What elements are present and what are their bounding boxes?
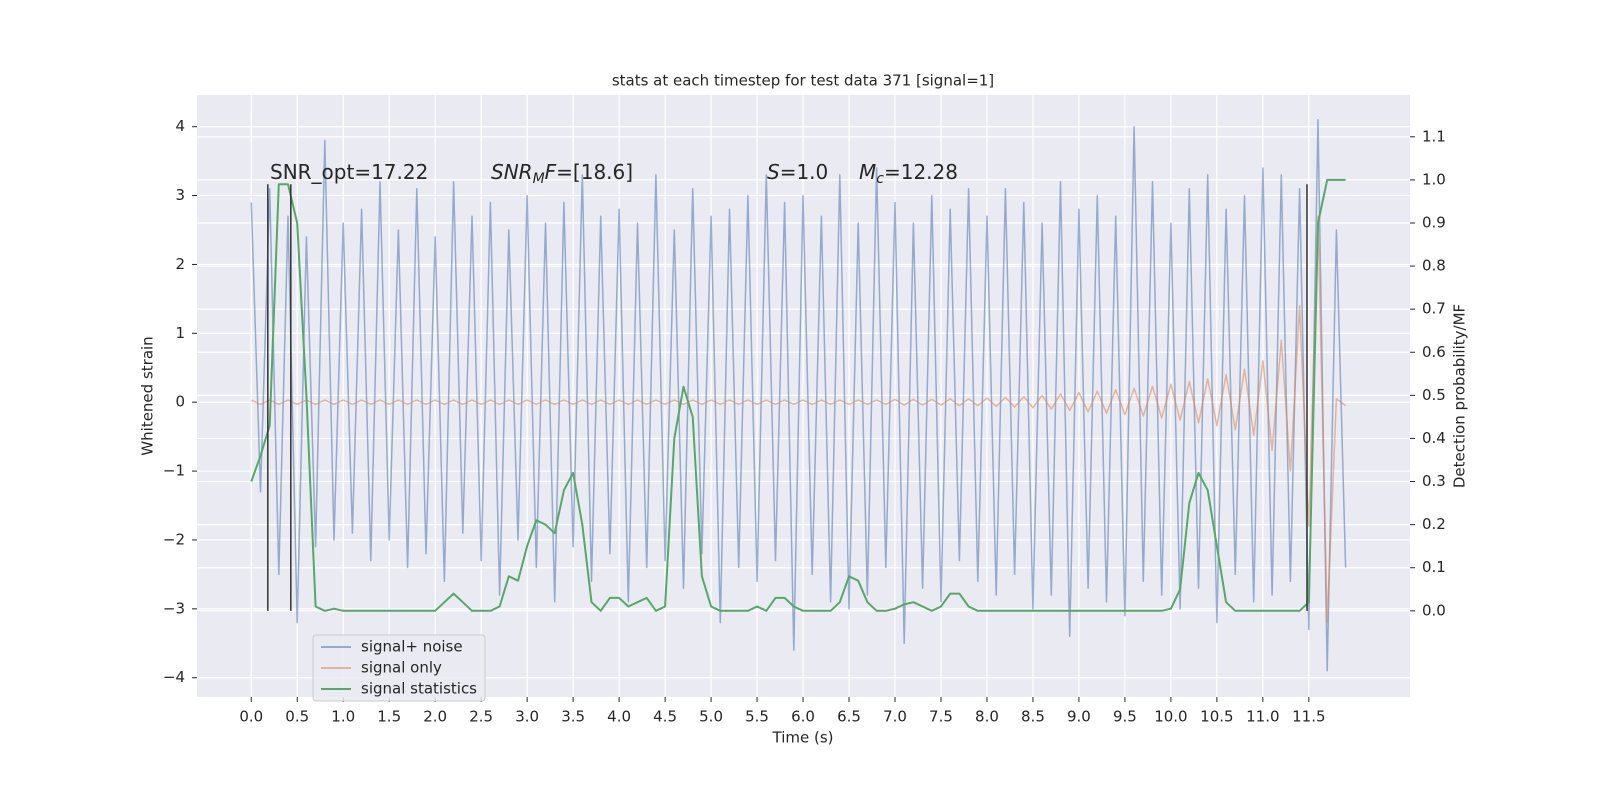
y2-tick-label: 0.9 (1422, 213, 1446, 231)
x-tick-label: 11.5 (1292, 708, 1325, 726)
x-tick-label: 11.0 (1246, 708, 1279, 726)
x-tick-label: 7.0 (883, 708, 907, 726)
annotation: SNR_opt=17.22 (270, 160, 428, 184)
y2-tick-label: 0.2 (1422, 515, 1446, 533)
x-tick-label: 3.0 (515, 708, 539, 726)
y2-axis-label: Detection probability/MF (1451, 304, 1469, 488)
x-tick-label: 0.5 (285, 708, 309, 726)
y-tick-label: 2 (175, 255, 185, 273)
x-tick-label: 10.5 (1200, 708, 1233, 726)
y-tick-label: 4 (175, 117, 185, 135)
y-tick-label: −3 (163, 599, 185, 617)
x-tick-label: 3.5 (561, 708, 585, 726)
y-tick-label: 1 (175, 324, 185, 342)
y-tick-label: −2 (163, 530, 185, 548)
x-tick-label: 0.0 (239, 708, 263, 726)
x-tick-label: 4.0 (607, 708, 631, 726)
x-tick-label: 4.5 (653, 708, 677, 726)
annotation: Mc=12.28 (859, 160, 958, 188)
x-tick-label: 5.5 (745, 708, 769, 726)
legend-label: signal+ noise (361, 638, 463, 656)
series-line (250, 178, 1346, 612)
annotation: S=1.0 (767, 160, 828, 184)
x-tick-label: 9.0 (1067, 708, 1091, 726)
annotation-part: M (859, 160, 876, 184)
y-axis-label: Whitened strain (139, 336, 157, 455)
annotation-part: =1.0 (780, 160, 829, 184)
annotation-part: c (876, 171, 884, 187)
annotation-part: SNR (491, 160, 533, 184)
x-tick-label: 9.5 (1113, 708, 1137, 726)
y2-tick-label: 0.4 (1422, 429, 1446, 447)
series-line (250, 215, 1347, 624)
annotation-part: =12.28 (884, 160, 958, 184)
legend-label: signal only (361, 659, 442, 677)
annotation-part: F (545, 160, 557, 184)
y2-tick-label: 0.6 (1422, 343, 1446, 361)
y2-tick-label: 0.3 (1422, 472, 1446, 490)
y2-tick-label: 0.1 (1422, 558, 1446, 576)
y-tick-label: −4 (163, 668, 185, 686)
x-tick-label: 6.5 (837, 708, 861, 726)
y2-tick-label: 0.0 (1422, 601, 1446, 619)
chart-title: stats at each timestep for test data 371… (612, 72, 994, 90)
y-tick-label: −1 (163, 462, 185, 480)
y-tick-label: 0 (175, 393, 185, 411)
x-tick-label: 8.5 (1021, 708, 1045, 726)
x-tick-label: 2.0 (423, 708, 447, 726)
y2-tick-label: 1.0 (1422, 170, 1446, 188)
legend-box (312, 634, 486, 702)
x-axis-label: Time (s) (772, 729, 834, 747)
x-tick-label: 5.0 (699, 708, 723, 726)
x-tick-label: 1.0 (331, 708, 355, 726)
y2-tick-label: 0.7 (1422, 300, 1446, 318)
x-tick-label: 6.0 (791, 708, 815, 726)
legend-label: signal statistics (361, 680, 477, 698)
annotation-part: M (533, 171, 545, 187)
y2-tick-label: 0.5 (1422, 386, 1446, 404)
annotation-part: S (767, 160, 780, 184)
y2-tick-label: 1.1 (1422, 127, 1446, 145)
y2-tick-label: 0.8 (1422, 257, 1446, 275)
series-line (250, 119, 1347, 672)
annotation-part: SNR_opt=17.22 (270, 160, 428, 184)
x-tick-label: 7.5 (929, 708, 953, 726)
x-tick-label: 10.0 (1154, 708, 1187, 726)
annotation-part: =[18.6] (556, 160, 633, 184)
annotation: SNRMF=[18.6] (491, 160, 633, 188)
y-tick-label: 3 (175, 186, 185, 204)
x-tick-label: 2.5 (469, 708, 493, 726)
x-tick-label: 1.5 (377, 708, 401, 726)
x-tick-label: 8.0 (975, 708, 999, 726)
